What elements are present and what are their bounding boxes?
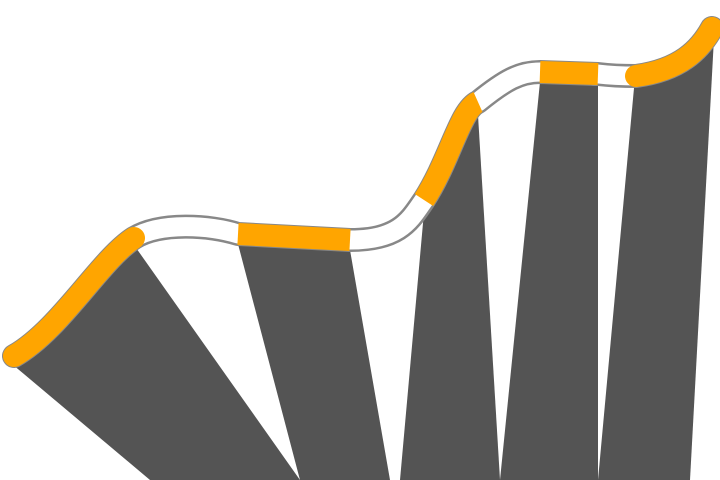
highlight-segment-2 bbox=[237, 223, 351, 251]
dark-panels bbox=[12, 38, 714, 480]
highlight-segment-5 bbox=[625, 17, 720, 87]
panel-2 bbox=[238, 244, 390, 480]
panel-5 bbox=[598, 38, 714, 480]
panel-3 bbox=[400, 115, 500, 480]
highlight-segments bbox=[3, 17, 720, 367]
highlight-segment-3 bbox=[414, 91, 485, 206]
highlight-segment-1 bbox=[3, 227, 145, 367]
panel-4 bbox=[500, 82, 598, 480]
highlight-segment-4 bbox=[539, 61, 599, 85]
